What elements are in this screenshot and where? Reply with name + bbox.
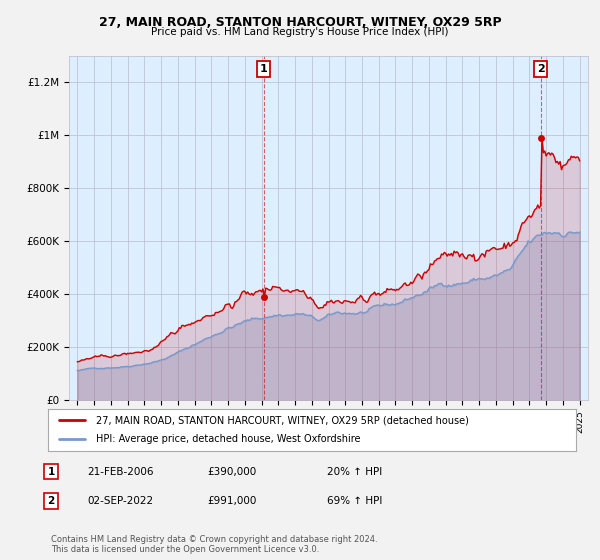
Text: HPI: Average price, detached house, West Oxfordshire: HPI: Average price, detached house, West… [95, 435, 360, 445]
Text: 27, MAIN ROAD, STANTON HARCOURT, WITNEY, OX29 5RP (detached house): 27, MAIN ROAD, STANTON HARCOURT, WITNEY,… [95, 415, 469, 425]
Text: 20% ↑ HPI: 20% ↑ HPI [327, 466, 382, 477]
Text: £991,000: £991,000 [207, 496, 256, 506]
Text: 21-FEB-2006: 21-FEB-2006 [87, 466, 154, 477]
Text: Price paid vs. HM Land Registry's House Price Index (HPI): Price paid vs. HM Land Registry's House … [151, 27, 449, 37]
Text: Contains HM Land Registry data © Crown copyright and database right 2024.
This d: Contains HM Land Registry data © Crown c… [51, 535, 377, 554]
Text: 27, MAIN ROAD, STANTON HARCOURT, WITNEY, OX29 5RP: 27, MAIN ROAD, STANTON HARCOURT, WITNEY,… [98, 16, 502, 29]
Text: £390,000: £390,000 [207, 466, 256, 477]
Text: 02-SEP-2022: 02-SEP-2022 [87, 496, 153, 506]
Text: 1: 1 [47, 466, 55, 477]
Text: 1: 1 [260, 64, 268, 74]
Text: 2: 2 [47, 496, 55, 506]
Text: 2: 2 [537, 64, 544, 74]
Text: 69% ↑ HPI: 69% ↑ HPI [327, 496, 382, 506]
